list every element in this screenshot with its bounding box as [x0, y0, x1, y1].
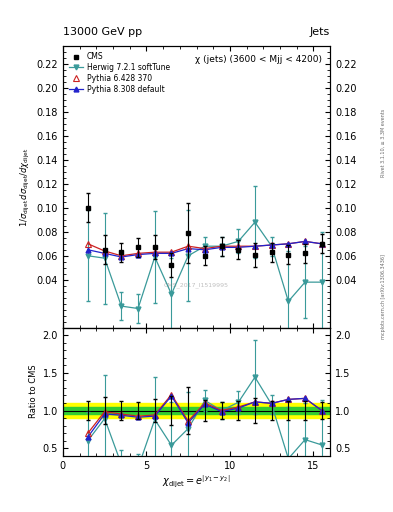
Text: CMS_2017_I1519995: CMS_2017_I1519995: [164, 283, 229, 288]
X-axis label: $\chi_{\rm dijet} = e^{|y_1-y_2|}$: $\chi_{\rm dijet} = e^{|y_1-y_2|}$: [162, 473, 231, 489]
Text: Jets: Jets: [310, 27, 330, 37]
Legend: CMS, Herwig 7.2.1 softTune, Pythia 6.428 370, Pythia 8.308 default: CMS, Herwig 7.2.1 softTune, Pythia 6.428…: [67, 50, 172, 96]
Text: χ (jets) (3600 < Mjj < 4200): χ (jets) (3600 < Mjj < 4200): [195, 55, 322, 63]
Y-axis label: $1/\sigma_{\rm dijet}\,d\sigma_{\rm dijet}/d\chi_{\rm dijet}$: $1/\sigma_{\rm dijet}\,d\sigma_{\rm dije…: [19, 147, 32, 227]
Text: Rivet 3.1.10, ≥ 3.3M events: Rivet 3.1.10, ≥ 3.3M events: [381, 109, 386, 178]
Text: mcplots.cern.ch [arXiv:1306.3436]: mcplots.cern.ch [arXiv:1306.3436]: [381, 254, 386, 339]
Bar: [63, 403, 330, 418]
Bar: [63, 407, 330, 414]
Y-axis label: Ratio to CMS: Ratio to CMS: [29, 365, 39, 418]
Text: 13000 GeV pp: 13000 GeV pp: [63, 27, 142, 37]
